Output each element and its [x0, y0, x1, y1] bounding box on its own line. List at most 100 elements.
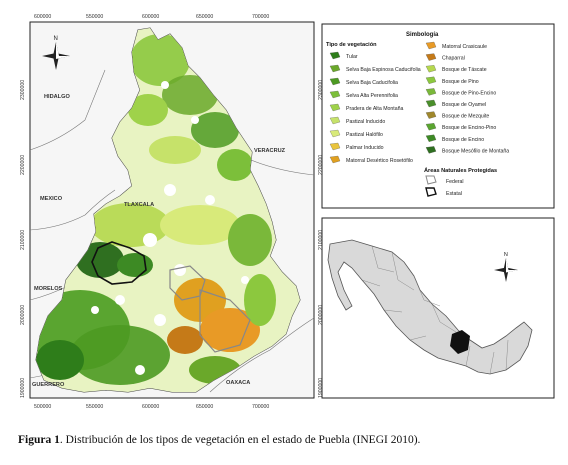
legend-left-item: Palmar Inducido [329, 142, 384, 151]
legend-left-item: Pastizal Inducido [329, 116, 385, 125]
legend-left-swatch [329, 90, 341, 99]
legend-left-label: Tular [346, 54, 358, 60]
legend-right-label: Bosque de Mezquite [442, 114, 489, 120]
label-hidalgo: HIDALGO [44, 94, 70, 100]
legend-right-column: Matorral Crasicaule Chaparral Bosque de Tá… [425, 41, 509, 154]
label-guerrero: GUERRERO [32, 382, 65, 388]
tick-bottom-2: 550000 [86, 404, 103, 410]
top-ticks: 600000 550000 600000 650000 700000 [34, 14, 269, 20]
legend-area-federal-label: Federal [446, 179, 464, 185]
estatal-swatch [425, 187, 437, 197]
legend-left-label: Pastizal Halófilo [346, 132, 383, 138]
legend-right-swatch [425, 123, 437, 131]
tick-right-4: 2000000 [318, 305, 324, 325]
legend-right-item: Bosque de Pino [425, 76, 479, 85]
legend-left-label: Matorral Desértico Rosetófilo [346, 158, 413, 164]
legend-left-item: Pastizal Halófilo [329, 129, 383, 138]
legend-left-item: Selva Baja Caducifolia [329, 77, 398, 86]
legend-left-item: Tular [329, 51, 358, 60]
legend-left-item: Pradera de Alta Montaña [329, 103, 404, 112]
legend-right-item: Bosque de Oyamel [425, 99, 486, 108]
legend-left-item: Selva Baja Espinosa Caducifolia [329, 64, 421, 73]
caption-prefix: Figura 1 [18, 434, 60, 446]
legend-left-label: Selva Baja Espinosa Caducifolia [346, 67, 421, 73]
legend-right-label: Bosque de Pino [442, 79, 479, 85]
legend-right-label: Chaparral [442, 56, 465, 62]
label-mexico: MEXICO [40, 196, 63, 202]
label-tlaxcala: TLAXCALA [124, 202, 154, 208]
legend-left-swatch [329, 103, 341, 112]
legend-left-swatch [329, 64, 341, 73]
legend-area-estatal: Estatal [425, 187, 462, 197]
caption-text: . Distribución de los tipos de vegetació… [59, 434, 421, 446]
tick-left-3: 2100000 [20, 230, 26, 250]
legend-right-swatch [425, 88, 437, 96]
inset-map: N [321, 217, 555, 399]
legend-right-item: Bosque de Táscate [425, 65, 487, 73]
puebla-highlight [450, 330, 470, 354]
legend-title: Simbología [406, 32, 439, 38]
legend-right-label: Bosque Mesófilo de Montaña [442, 148, 509, 154]
inset-north-label: N [504, 252, 508, 258]
label-veracruz: VERACRUZ [254, 148, 286, 154]
legend-left-label: Selva Alta Perennifolia [346, 93, 398, 99]
federal-protected-area-south [199, 289, 251, 353]
tick-right-2: 2200000 [318, 155, 324, 175]
legend-right-item: Bosque de Encino [425, 134, 484, 143]
label-oaxaca: OAXACA [226, 380, 250, 386]
region-labels: HIDALGO VERACRUZ TLAXCALA MEXICO MORELOS… [32, 94, 286, 388]
left-ticks: 2300000 2200000 2100000 2000000 1900000 [20, 80, 26, 398]
north-arrow-icon: N [42, 36, 70, 70]
tick-left-5: 1900000 [20, 378, 26, 398]
bottom-ticks: 500000 550000 600000 650000 700000 [34, 404, 269, 410]
legend-right-swatch [425, 41, 437, 50]
legend-right-label: Bosque de Oyamel [442, 102, 486, 108]
tick-top-2: 550000 [86, 14, 103, 20]
tick-bottom-5: 700000 [252, 404, 269, 410]
mexico-state-lines [361, 245, 509, 375]
legend-left-column: Tular Selva Baja Espinosa Caducifolia Selv… [329, 51, 421, 164]
tick-top-1: 600000 [34, 14, 51, 20]
legend-right-item: Bosque Mesófilo de Montaña [425, 146, 509, 154]
legend-left-swatch [329, 142, 341, 151]
tick-left-1: 2300000 [20, 80, 26, 100]
tick-left-4: 2000000 [20, 305, 26, 325]
tick-top-5: 700000 [252, 14, 269, 20]
legend: Simbología Tipo de vegetación Tular Selva… [321, 23, 555, 209]
legend-left-swatch [329, 116, 341, 125]
tick-bottom-1: 500000 [34, 404, 51, 410]
tick-top-3: 600000 [142, 14, 159, 20]
tick-right-3: 2100000 [318, 230, 324, 250]
legend-right-swatch [425, 134, 437, 142]
tick-left-2: 2200000 [20, 155, 26, 175]
tick-bottom-4: 650000 [196, 404, 213, 410]
tick-top-4: 650000 [196, 14, 213, 20]
legend-frame [321, 23, 555, 209]
tick-right-5: 1900000 [318, 378, 324, 398]
legend-right-item: Bosque de Pino-Encino [425, 88, 496, 96]
estatal-protected-area [91, 241, 147, 285]
legend-right-swatch [425, 76, 437, 84]
legend-left-label: Palmar Inducido [346, 145, 384, 151]
legend-right-label: Bosque de Encino [442, 137, 484, 143]
legend-right-item: Chaparral [425, 53, 465, 62]
legend-right-swatch [425, 111, 437, 119]
legend-right-item: Bosque de Mezquite [425, 111, 489, 120]
legend-left-label: Selva Baja Caducifolia [346, 80, 398, 86]
figure-caption: Figura 1. Distribución de los tipos de v… [18, 434, 558, 446]
legend-right-swatch [425, 65, 437, 73]
federal-swatch [425, 175, 437, 185]
legend-areas-title: Áreas Naturales Protegidas [424, 167, 497, 174]
inset-north-arrow-icon: N [494, 252, 518, 282]
legend-area-federal: Federal [425, 175, 464, 185]
legend-left-swatch [329, 129, 341, 138]
legend-right-item: Bosque de Encino-Pino [425, 123, 496, 131]
legend-left-swatch [329, 77, 341, 86]
legend-right-label: Matorral Crasicaule [442, 44, 487, 50]
legend-veg-title: Tipo de vegetación [326, 42, 377, 48]
legend-left-swatch [329, 51, 341, 60]
tick-right-1: 2300000 [318, 80, 324, 100]
legend-right-swatch [425, 146, 437, 154]
legend-right-label: Bosque de Táscate [442, 67, 487, 73]
legend-left-item: Matorral Desértico Rosetófilo [329, 155, 413, 164]
